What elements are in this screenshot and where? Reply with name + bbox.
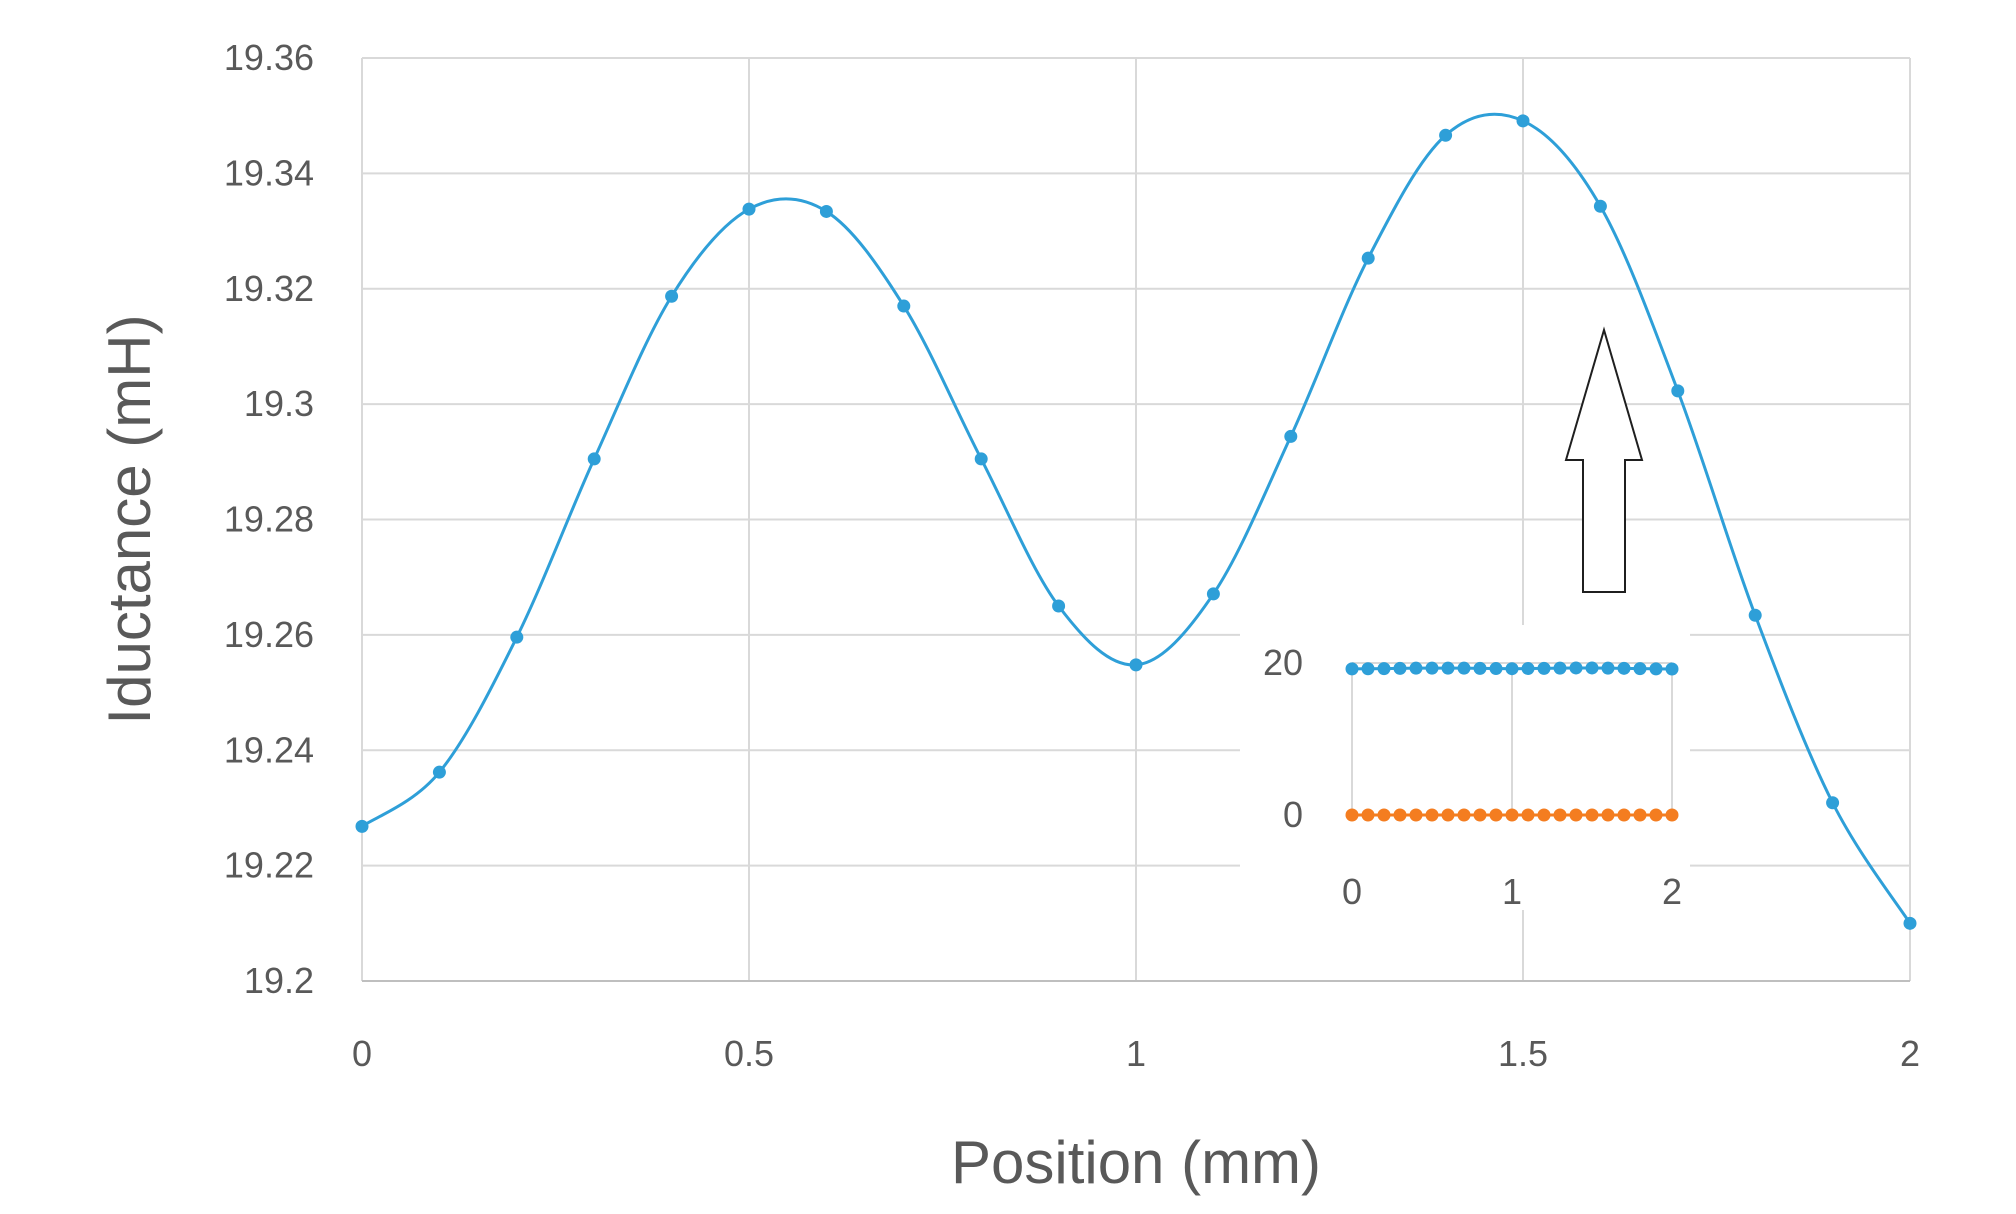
data-point	[742, 202, 756, 216]
inset-data-point	[1505, 662, 1519, 676]
inset-data-point	[1377, 808, 1391, 822]
inset-y-tick-label: 0	[1283, 794, 1303, 835]
x-tick-label: 1	[1126, 1033, 1146, 1074]
inset-x-tick-label: 2	[1662, 871, 1682, 912]
x-axis-title: Position (mm)	[951, 1129, 1321, 1196]
x-tick-label: 0	[352, 1033, 372, 1074]
inset-data-point	[1537, 661, 1551, 675]
inset-data-point	[1633, 662, 1647, 676]
inset-data-point	[1409, 808, 1423, 822]
inset-data-point	[1473, 808, 1487, 822]
inset-data-point	[1585, 661, 1599, 675]
data-point	[510, 630, 524, 644]
inset-data-point	[1617, 808, 1631, 822]
inset-data-point	[1409, 661, 1423, 675]
up-arrow-icon	[1564, 326, 1644, 593]
data-point	[432, 765, 446, 779]
inset-data-point	[1377, 662, 1391, 676]
inset-data-point	[1361, 662, 1375, 676]
inset-data-point	[1393, 808, 1407, 822]
inset-data-point	[1489, 662, 1503, 676]
inset-data-point	[1345, 808, 1359, 822]
inset-data-point	[1441, 808, 1455, 822]
y-tick-label: 19.26	[224, 614, 314, 655]
inset-x-tick-label: 1	[1502, 871, 1522, 912]
inset-data-point	[1569, 661, 1583, 675]
inset-data-point	[1425, 661, 1439, 675]
y-tick-label: 19.24	[224, 729, 314, 770]
y-tick-label: 19.28	[224, 499, 314, 540]
y-tick-label: 19.36	[224, 37, 314, 78]
data-point	[1439, 128, 1453, 142]
inset-data-point	[1569, 808, 1583, 822]
inset-data-point	[1457, 661, 1471, 675]
data-point	[974, 452, 988, 466]
data-point	[1826, 796, 1840, 810]
data-point	[819, 204, 833, 218]
inset-data-point	[1585, 808, 1599, 822]
inset-data-point	[1649, 808, 1663, 822]
main-tick-labels: 19.2 19.22 19.24 19.26 19.28 19.3 19.32 19.34 19…	[224, 37, 1920, 1074]
inset-data-point	[1665, 808, 1679, 822]
inset-data-point	[1617, 661, 1631, 675]
y-tick-label: 19.32	[224, 268, 314, 309]
inset-data-point	[1361, 808, 1375, 822]
data-point	[665, 289, 679, 303]
inset-data-point	[1505, 808, 1519, 822]
data-point	[1671, 384, 1685, 398]
inset-data-point	[1457, 808, 1471, 822]
data-point	[1361, 251, 1375, 265]
inset-data-point	[1665, 662, 1679, 676]
data-point	[1516, 114, 1530, 128]
data-point	[1748, 608, 1762, 622]
y-tick-label: 19.2	[244, 960, 314, 1001]
data-point	[1129, 658, 1143, 672]
y-axis-title: Iductance (mH)	[96, 314, 163, 724]
inset-data-point	[1633, 808, 1647, 822]
data-point	[1206, 587, 1220, 601]
inset-y-tick-label: 20	[1263, 642, 1303, 683]
data-point	[1052, 599, 1066, 613]
inset-data-point	[1601, 661, 1615, 675]
inset-data-point	[1425, 808, 1439, 822]
inset-data-point	[1649, 662, 1663, 676]
inset-data-point	[1473, 661, 1487, 675]
inset-data-point	[1521, 662, 1535, 676]
data-point	[355, 819, 369, 833]
main-series	[355, 112, 1917, 930]
inset-data-point	[1489, 808, 1503, 822]
main-gridlines	[361, 57, 1911, 982]
data-point	[1593, 199, 1607, 213]
y-tick-label: 19.22	[224, 845, 314, 886]
inset-series	[1345, 661, 1679, 822]
data-point	[587, 452, 601, 466]
inset-data-point	[1537, 808, 1551, 822]
x-tick-label: 1.5	[1498, 1033, 1548, 1074]
x-tick-label: 0.5	[724, 1033, 774, 1074]
inset-data-point	[1601, 808, 1615, 822]
data-point	[897, 299, 911, 313]
x-tick-label: 2	[1900, 1033, 1920, 1074]
y-tick-label: 19.3	[244, 383, 314, 424]
inset-data-point	[1521, 808, 1535, 822]
y-tick-label: 19.34	[224, 152, 314, 193]
inset-data-point	[1441, 661, 1455, 675]
inset-data-point	[1393, 661, 1407, 675]
data-point	[1284, 429, 1298, 443]
data-point	[1903, 916, 1917, 930]
inset-data-point	[1345, 662, 1359, 676]
inset-x-tick-label: 0	[1342, 871, 1362, 912]
inset-data-point	[1553, 661, 1567, 675]
inset-data-point	[1553, 808, 1567, 822]
